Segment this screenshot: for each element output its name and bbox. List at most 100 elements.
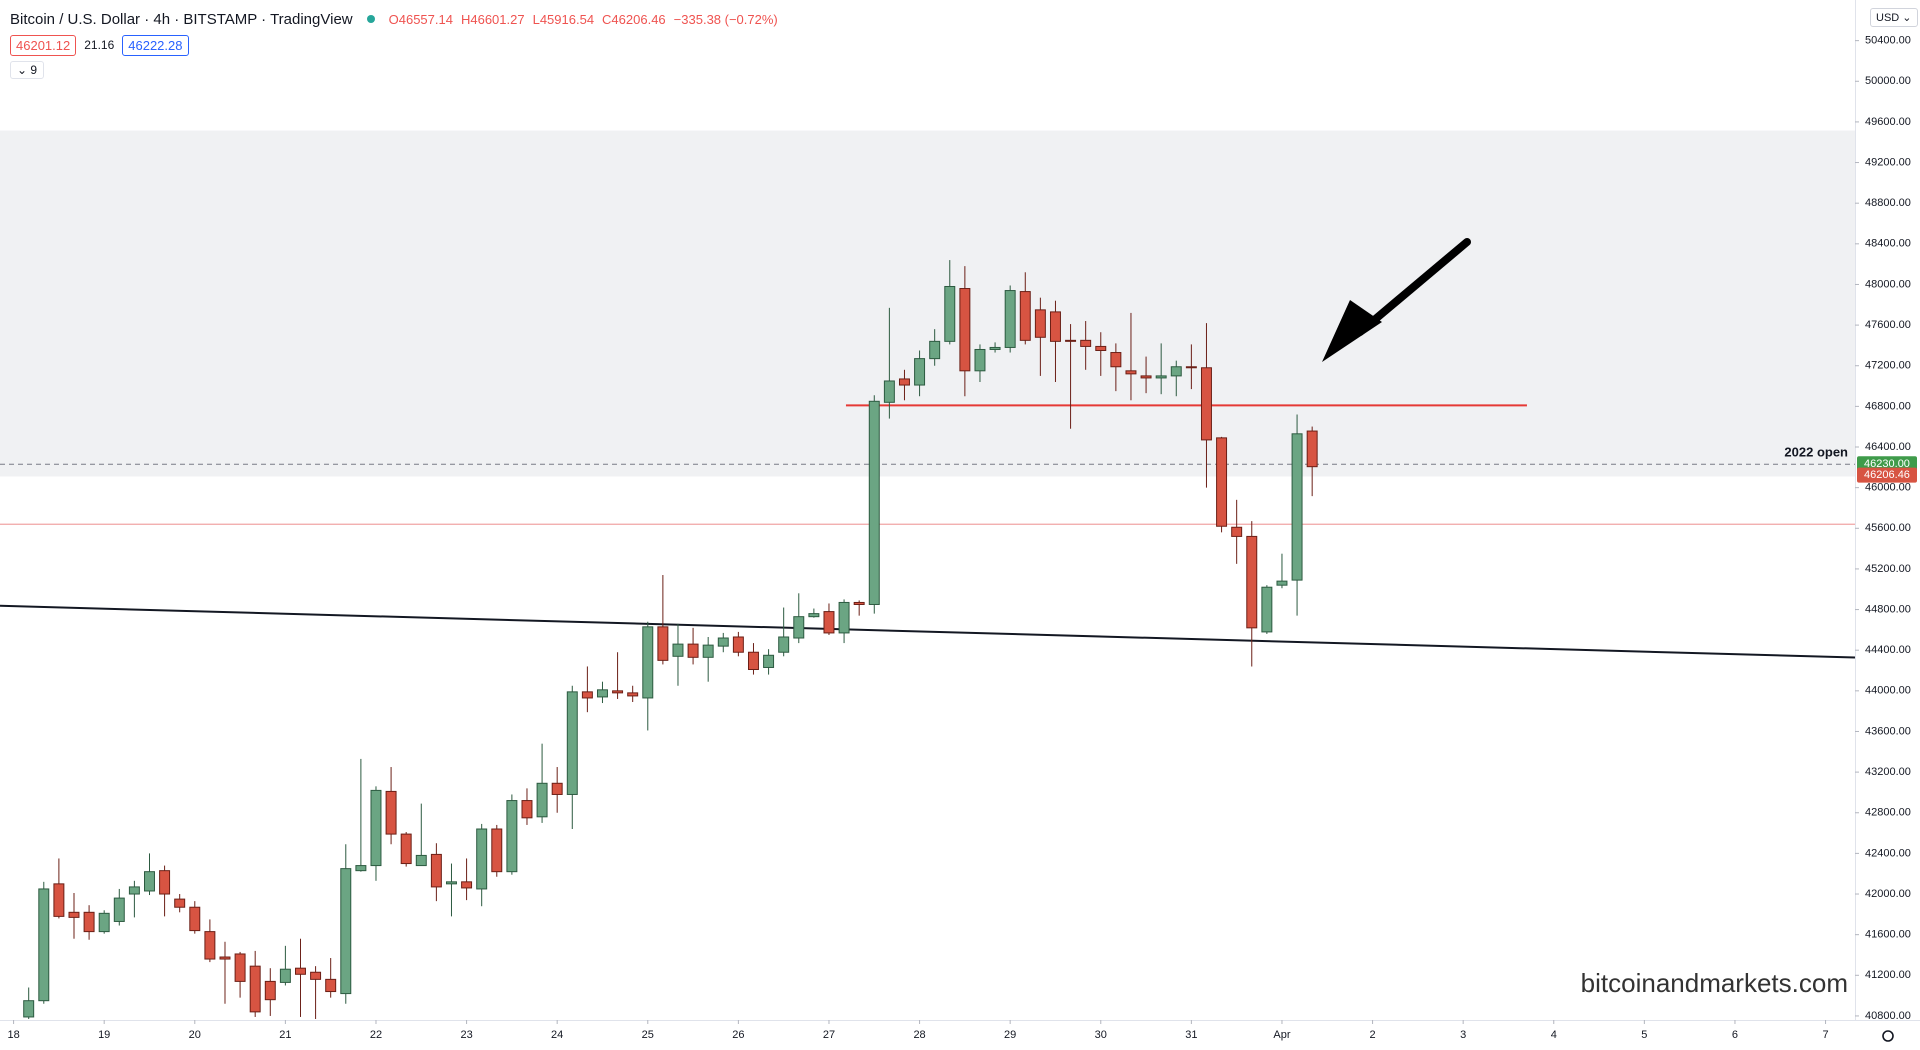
x-tick-label: 30 (1095, 1029, 1107, 1041)
candle (430, 843, 442, 902)
candle-body (1276, 580, 1288, 586)
candle (279, 945, 291, 986)
x-tick-label: 4 (1551, 1029, 1557, 1041)
candle (536, 743, 548, 823)
candle-body (747, 651, 759, 671)
bid-button[interactable]: 46201.12 (10, 34, 77, 56)
candle-body (1095, 345, 1107, 351)
candle-body (778, 636, 790, 653)
candle (370, 786, 382, 881)
candle-body (1034, 309, 1046, 338)
currency-button[interactable]: USD ⌄ (1870, 8, 1918, 27)
candle-body (355, 865, 367, 872)
y-tick-label: 45600.00 (1865, 522, 1911, 534)
candle-body (506, 800, 518, 873)
candle-body (385, 790, 397, 835)
y-tick-label: 41200.00 (1865, 969, 1911, 981)
x-tick-label: 5 (1641, 1029, 1647, 1041)
x-tick-label: 27 (823, 1029, 835, 1041)
candle-body (204, 931, 216, 960)
x-tick-label: 29 (1004, 1029, 1016, 1041)
candle-body (823, 611, 835, 634)
candle (823, 603, 835, 635)
candle (627, 685, 639, 703)
y-tick-label: 43600.00 (1865, 725, 1911, 737)
candle (400, 832, 412, 867)
candle-body (1140, 375, 1152, 379)
candle (23, 987, 35, 1019)
y-tick-label: 42000.00 (1865, 888, 1911, 900)
candle-body (853, 601, 865, 605)
candle-body (1231, 526, 1243, 537)
candle (596, 681, 608, 704)
candle (249, 950, 261, 1017)
candle (219, 941, 231, 1004)
candle-body (68, 911, 80, 918)
candle (310, 966, 322, 1019)
watermark: bitcoinandmarkets.com (1581, 968, 1848, 998)
x-tick-label: 31 (1185, 1029, 1197, 1041)
candle (1095, 332, 1107, 376)
candle (944, 260, 956, 345)
candle-body (566, 691, 578, 795)
title-row: Bitcoin / U.S. Dollar · 4h · BITSTAMP · … (10, 8, 778, 30)
candle-body (838, 601, 850, 634)
candle (1185, 344, 1197, 390)
x-tick-label: 20 (189, 1029, 201, 1041)
candle-body (732, 636, 744, 653)
candle-body (1306, 430, 1318, 468)
candle (340, 844, 352, 1004)
candle-body (1291, 433, 1303, 581)
x-tick-label: 6 (1732, 1029, 1738, 1041)
candle-body (83, 911, 95, 933)
header: Bitcoin / U.S. Dollar · 4h · BITSTAMP · … (10, 8, 778, 79)
shaded-zone (0, 130, 1855, 477)
spread: 21.16 (84, 38, 115, 52)
candle-body (295, 967, 306, 975)
candle-body (279, 968, 291, 983)
chart-title: Bitcoin / U.S. Dollar · 4h · BITSTAMP · … (10, 10, 353, 28)
candle (1049, 300, 1061, 382)
x-tick-label: 21 (279, 1029, 291, 1041)
candle (1065, 324, 1077, 429)
y-tick-label: 50000.00 (1865, 75, 1911, 87)
candle-body (596, 689, 608, 698)
candle-body (929, 340, 941, 360)
candle-body (1261, 586, 1273, 633)
ask-button[interactable]: 46222.28 (122, 34, 189, 56)
last-price-box (1857, 467, 1917, 483)
candle (687, 627, 699, 665)
y-tick-label: 46400.00 (1865, 441, 1911, 453)
candle-body (310, 971, 322, 980)
candle (68, 893, 80, 939)
candle (385, 767, 397, 845)
candle (1155, 343, 1167, 395)
candle (295, 938, 306, 1017)
candle (1125, 312, 1137, 401)
indicator-toggle[interactable]: ⌄ 9 (10, 61, 45, 79)
candle (491, 824, 503, 877)
candle (868, 395, 880, 614)
candle-body (1049, 311, 1061, 342)
candle (113, 888, 125, 926)
candle (898, 369, 910, 401)
y-tick-label: 42400.00 (1865, 847, 1911, 859)
candle (1261, 585, 1273, 634)
x-tick-label: 23 (460, 1029, 472, 1041)
candle-body (551, 782, 563, 795)
x-tick-label: Apr (1273, 1029, 1290, 1041)
candle (415, 803, 427, 867)
candle-body (98, 912, 110, 933)
candle-body (1110, 352, 1122, 368)
currency: USD (1876, 12, 1900, 24)
candle (204, 919, 216, 963)
candle-body (128, 886, 140, 895)
candle (717, 632, 729, 653)
candle-body (1004, 290, 1016, 348)
candle-body (1065, 339, 1077, 342)
candle (702, 636, 714, 682)
candle (53, 858, 65, 919)
candle-body (898, 378, 910, 386)
